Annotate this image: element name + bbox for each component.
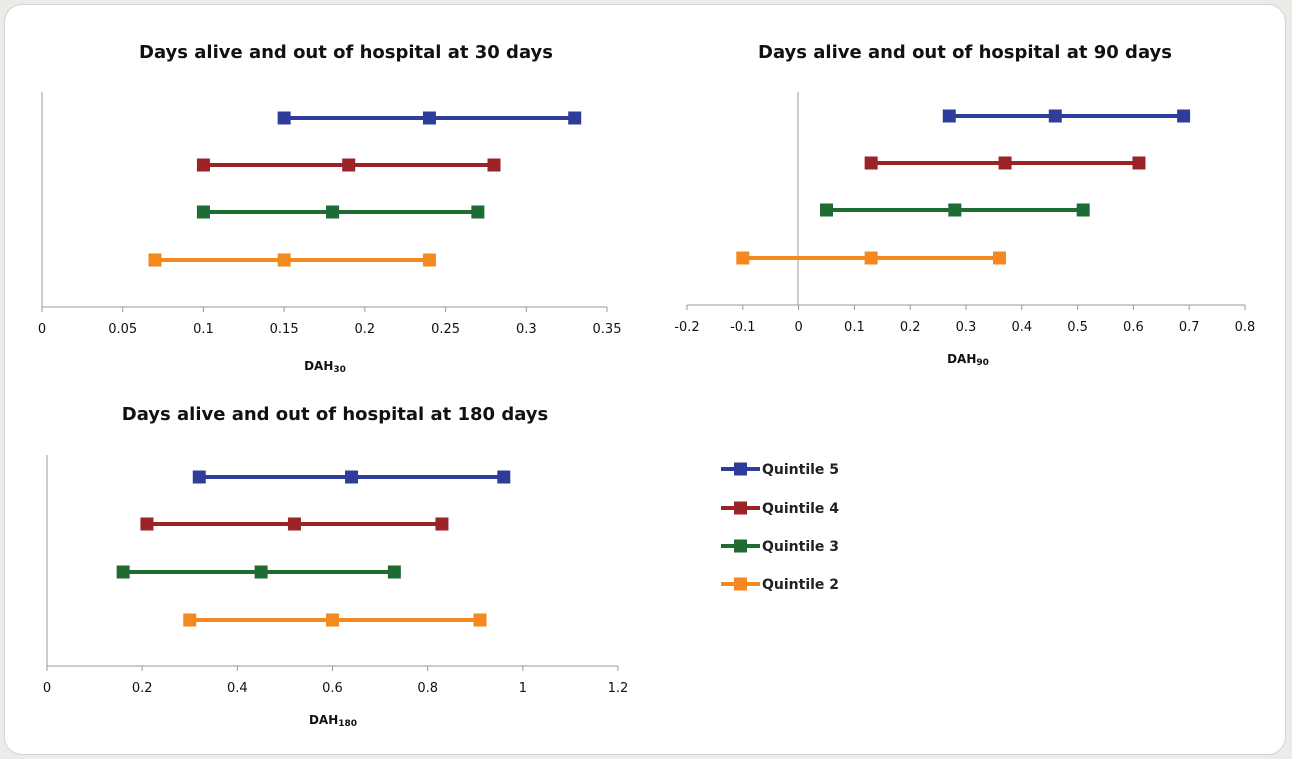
data-point [254, 565, 268, 579]
data-point [422, 253, 436, 267]
data-point [192, 470, 206, 484]
data-point [1177, 109, 1191, 123]
legend-label: Quintile 5 [762, 462, 839, 478]
x-tick-label: 0.1 [193, 322, 214, 337]
chart-title: Days alive and out of hospital at 30 day… [139, 42, 553, 63]
series-quintile-4 [864, 156, 1146, 170]
data-point [487, 158, 501, 172]
data-point [1132, 156, 1146, 170]
data-point [435, 517, 449, 531]
data-point [183, 613, 197, 627]
legend-item: Quintile 5 [721, 462, 839, 478]
data-point [148, 253, 162, 267]
data-point [568, 111, 582, 125]
series-quintile-2 [183, 613, 487, 627]
series-quintile-3 [116, 565, 401, 579]
data-point [471, 205, 485, 219]
figure-frame [4, 4, 1286, 755]
x-tick-label: 0.2 [900, 320, 921, 335]
data-point [326, 613, 339, 627]
data-point [942, 109, 956, 123]
series-quintile-3 [196, 205, 485, 219]
data-point [277, 111, 291, 125]
series-quintile-4 [196, 158, 501, 172]
x-axis-label: DAH180 [309, 713, 357, 729]
data-point [277, 253, 291, 267]
x-tick-label: 0.4 [1011, 320, 1032, 335]
x-axis-label: DAH30 [304, 359, 346, 375]
data-point [1048, 109, 1062, 123]
x-tick-label: 0.3 [956, 320, 977, 335]
data-point [342, 158, 356, 172]
x-tick-label: 0.25 [431, 322, 460, 337]
legend-label: Quintile 4 [762, 501, 839, 517]
data-point [864, 156, 878, 170]
series-quintile-5 [192, 470, 511, 484]
data-point [196, 205, 210, 219]
x-tick-label: 0.2 [132, 681, 153, 696]
chart-1: Days alive and out of hospital at 30 day… [38, 42, 622, 375]
series-quintile-5 [942, 109, 1191, 123]
x-tick-label: 0.4 [227, 681, 248, 696]
chart-title: Days alive and out of hospital at 180 da… [122, 404, 549, 425]
chart-title: Days alive and out of hospital at 90 day… [758, 42, 1172, 63]
data-point [422, 111, 436, 125]
series-quintile-3 [820, 203, 1090, 217]
x-tick-label: 0.3 [516, 322, 537, 337]
x-tick-label: 0.1 [844, 320, 865, 335]
series-quintile-2 [148, 253, 436, 267]
legend-label: Quintile 2 [762, 577, 839, 593]
x-tick-label: 0.2 [355, 322, 376, 337]
x-tick-label: 0.8 [417, 681, 438, 696]
legend-label: Quintile 3 [762, 539, 839, 555]
data-point [1076, 203, 1090, 217]
legend-item: Quintile 3 [721, 539, 839, 555]
x-tick-label: -0.1 [730, 320, 755, 335]
x-tick-label: -0.2 [674, 320, 699, 335]
x-tick-label: 0.15 [270, 322, 299, 337]
legend-marker [734, 539, 747, 553]
data-point [345, 470, 359, 484]
data-point [196, 158, 210, 172]
series-quintile-5 [277, 111, 582, 125]
data-point [497, 470, 511, 484]
chart-3: Days alive and out of hospital at 180 da… [43, 404, 628, 729]
x-tick-label: 0.05 [108, 322, 137, 337]
legend-marker [734, 501, 747, 515]
x-tick-label: 1 [519, 681, 527, 696]
data-point [140, 517, 154, 531]
x-tick-label: 0.5 [1067, 320, 1088, 335]
x-axis-label: DAH90 [947, 352, 989, 368]
data-point [998, 156, 1012, 170]
data-point [864, 251, 878, 265]
data-point [473, 613, 487, 627]
data-point [326, 205, 340, 219]
legend: Quintile 5 Quintile 4 Quintile 3 Quintile 2 [721, 462, 839, 593]
x-tick-label: 0.6 [322, 681, 343, 696]
data-point [992, 251, 1006, 265]
series-quintile-4 [140, 517, 449, 531]
data-point [116, 565, 130, 579]
x-tick-label: 1.2 [608, 681, 629, 696]
x-tick-label: 0 [43, 681, 51, 696]
x-tick-label: 0.8 [1235, 320, 1256, 335]
chart-2: Days alive and out of hospital at 90 day… [674, 42, 1255, 368]
series-quintile-2 [736, 251, 1006, 265]
data-point [948, 203, 962, 217]
data-point [387, 565, 401, 579]
legend-marker [734, 462, 747, 476]
legend-marker [734, 577, 747, 591]
x-tick-label: 0 [38, 322, 46, 337]
x-tick-label: 0.35 [593, 322, 622, 337]
x-tick-label: 0.6 [1123, 320, 1144, 335]
data-point [820, 203, 833, 217]
data-point [287, 517, 301, 531]
legend-item: Quintile 2 [721, 577, 839, 593]
data-point [736, 251, 750, 265]
x-tick-label: 0.7 [1179, 320, 1200, 335]
legend-item: Quintile 4 [721, 501, 839, 517]
x-tick-label: 0 [794, 320, 802, 335]
